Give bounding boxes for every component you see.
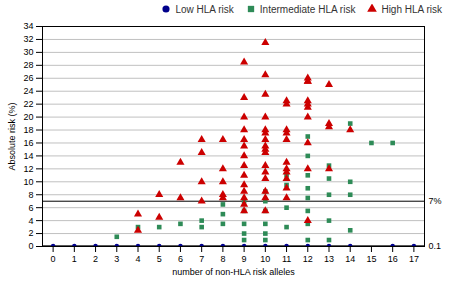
svg-text:7%: 7% bbox=[429, 196, 442, 206]
svg-text:26: 26 bbox=[23, 73, 33, 83]
svg-text:34: 34 bbox=[23, 21, 33, 31]
svg-text:7: 7 bbox=[199, 254, 204, 264]
svg-text:5: 5 bbox=[157, 254, 162, 264]
svg-text:12: 12 bbox=[23, 164, 33, 174]
svg-text:11: 11 bbox=[282, 254, 291, 264]
svg-text:8: 8 bbox=[28, 190, 33, 200]
svg-text:0: 0 bbox=[51, 254, 56, 264]
svg-text:32: 32 bbox=[23, 34, 33, 44]
svg-text:13: 13 bbox=[324, 254, 334, 264]
svg-text:Absolute risk (%): Absolute risk (%) bbox=[7, 102, 17, 170]
svg-text:17: 17 bbox=[409, 254, 419, 264]
svg-text:4: 4 bbox=[135, 254, 140, 264]
svg-text:number of non-HLA risk alleles: number of non-HLA risk alleles bbox=[172, 267, 295, 277]
svg-text:15: 15 bbox=[366, 254, 376, 264]
svg-text:3: 3 bbox=[114, 254, 119, 264]
svg-text:28: 28 bbox=[23, 60, 33, 70]
svg-text:10: 10 bbox=[23, 177, 33, 187]
html-text:High HLA risk: High HLA risk bbox=[381, 3, 442, 15]
svg-text:24: 24 bbox=[23, 86, 33, 96]
svg-text:4: 4 bbox=[28, 215, 33, 225]
html-text:Intermediate HLA risk: Intermediate HLA risk bbox=[259, 3, 356, 15]
svg-text:22: 22 bbox=[23, 99, 33, 109]
svg-text:6: 6 bbox=[28, 203, 33, 213]
svg-text:2: 2 bbox=[28, 228, 33, 238]
svg-text:16: 16 bbox=[388, 254, 398, 264]
svg-text:12: 12 bbox=[303, 254, 313, 264]
svg-text:14: 14 bbox=[345, 254, 355, 264]
svg-text:2: 2 bbox=[93, 254, 98, 264]
svg-text:6: 6 bbox=[178, 254, 183, 264]
svg-text:10: 10 bbox=[260, 254, 270, 264]
svg-text:1: 1 bbox=[72, 254, 77, 264]
svg-text:8: 8 bbox=[220, 254, 225, 264]
svg-text:0: 0 bbox=[28, 241, 33, 251]
svg-text:14: 14 bbox=[23, 151, 33, 161]
svg-text:9: 9 bbox=[242, 254, 247, 264]
svg-text:0.1: 0.1 bbox=[429, 241, 442, 251]
html-text:Low HLA risk: Low HLA risk bbox=[175, 3, 234, 15]
svg-text:30: 30 bbox=[23, 47, 33, 57]
svg-text:20: 20 bbox=[23, 112, 33, 122]
svg-text:16: 16 bbox=[23, 138, 33, 148]
svg-text:18: 18 bbox=[23, 125, 33, 135]
